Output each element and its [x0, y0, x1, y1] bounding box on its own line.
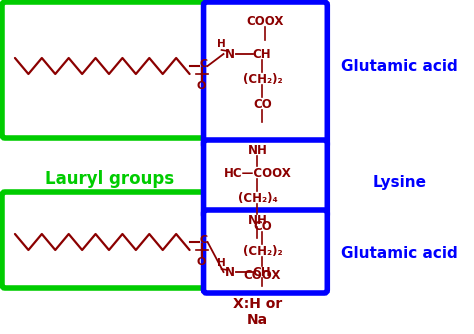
Text: (CH₂)₂: (CH₂)₂ [243, 72, 282, 86]
FancyBboxPatch shape [203, 140, 327, 218]
Text: HC—COOX: HC—COOX [224, 167, 292, 179]
Text: CH: CH [252, 47, 271, 60]
Text: Glutamic acid: Glutamic acid [341, 58, 457, 73]
Text: CH: CH [252, 266, 271, 279]
Text: H: H [217, 258, 226, 268]
Text: X:H or
Na: X:H or Na [233, 297, 282, 327]
Text: (CH₂)₄: (CH₂)₄ [237, 191, 277, 204]
Text: O: O [197, 81, 206, 91]
Text: COOX: COOX [247, 14, 284, 27]
Text: C: C [200, 59, 208, 69]
Text: O: O [197, 257, 206, 267]
FancyBboxPatch shape [2, 2, 228, 138]
Text: COOX: COOX [244, 269, 281, 282]
FancyBboxPatch shape [203, 2, 327, 148]
Text: Lauryl groups: Lauryl groups [45, 170, 174, 188]
Text: CO: CO [253, 98, 272, 111]
Text: Glutamic acid: Glutamic acid [341, 246, 457, 262]
Text: (CH₂)₂: (CH₂)₂ [243, 244, 282, 258]
Text: N: N [225, 47, 235, 60]
Text: N: N [225, 266, 235, 279]
FancyBboxPatch shape [2, 192, 228, 288]
Text: C: C [200, 235, 208, 245]
Text: NH: NH [247, 214, 267, 227]
Text: H: H [217, 39, 226, 49]
Text: NH: NH [247, 144, 267, 157]
Text: Lysine: Lysine [372, 174, 426, 189]
Text: CO: CO [253, 219, 272, 232]
FancyBboxPatch shape [203, 210, 327, 293]
